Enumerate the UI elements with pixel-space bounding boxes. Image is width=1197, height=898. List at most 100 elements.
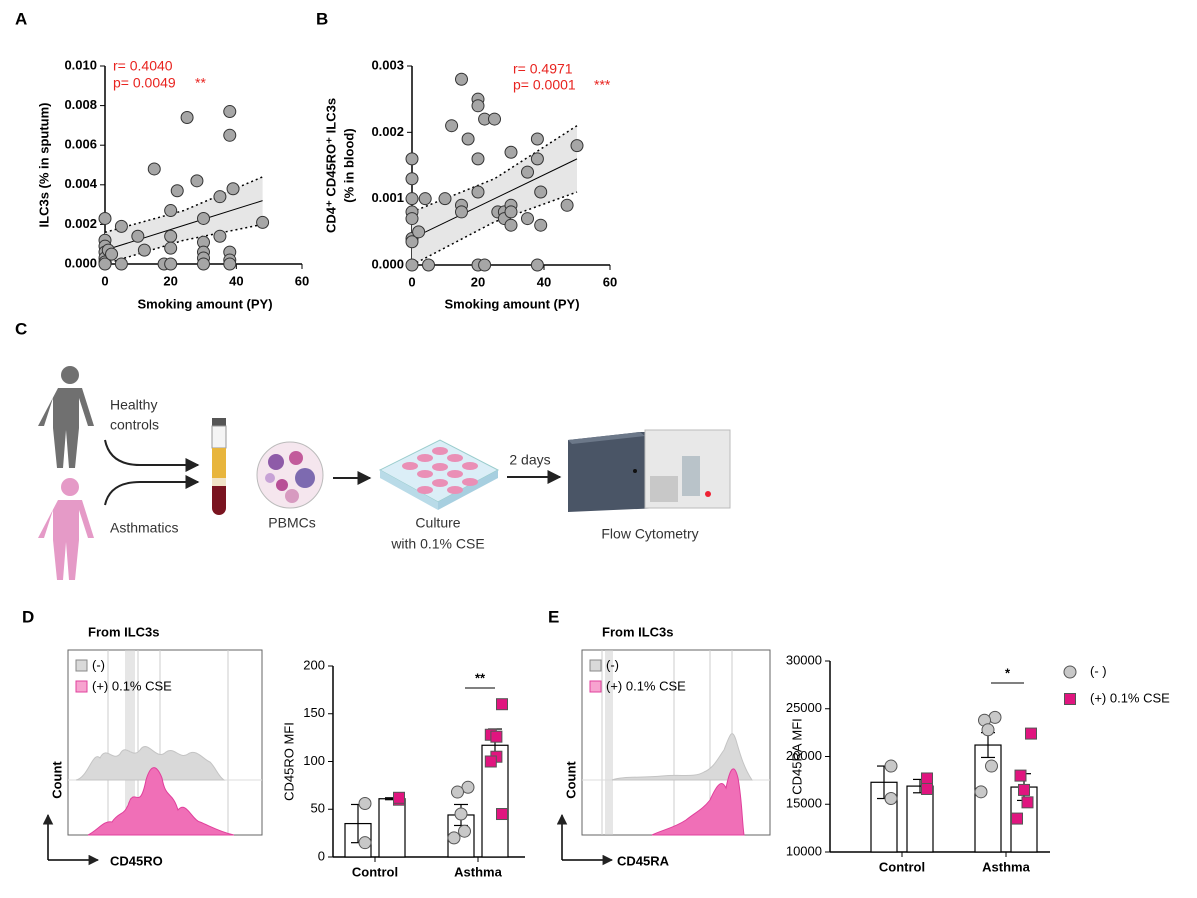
y-tick-label: 0.004 xyxy=(64,176,97,191)
y-tick-label: 0.003 xyxy=(371,57,404,72)
y-axis-label: ILC3s (% in sputum) xyxy=(36,103,51,228)
diagram-label: Culture xyxy=(415,515,460,531)
data-point xyxy=(570,139,584,153)
confidence-band xyxy=(412,125,577,265)
flow-histogram: (-) (+) 0.1% CSE xyxy=(67,649,263,836)
y-tick-label: 30000 xyxy=(786,652,822,667)
data-point xyxy=(1014,769,1027,782)
bar xyxy=(378,798,406,858)
x-tick-label: Control xyxy=(352,864,398,879)
flow-histogram: (-) (+) 0.1% CSE xyxy=(581,649,771,836)
y-tick-label: 0.006 xyxy=(64,137,97,152)
data-point xyxy=(451,785,464,799)
x-tick-label: 20 xyxy=(471,274,485,289)
data-point xyxy=(445,119,459,133)
confidence-line xyxy=(411,191,578,266)
arrow xyxy=(104,439,200,472)
panel-label: E xyxy=(548,607,559,626)
data-point xyxy=(164,204,178,218)
data-point xyxy=(226,182,240,196)
data-point xyxy=(256,215,270,229)
y-axis-label: (% in blood) xyxy=(341,128,356,202)
legend-label: (-) xyxy=(606,657,619,672)
data-point xyxy=(461,132,475,146)
data-point xyxy=(521,212,534,226)
legend-swatch xyxy=(589,659,602,672)
data-point xyxy=(137,243,151,257)
blood-tube xyxy=(211,418,227,515)
data-point xyxy=(405,172,419,186)
regression-line xyxy=(104,200,263,251)
data-point xyxy=(534,185,548,199)
data-point xyxy=(974,785,988,799)
y-tick-label: 0 xyxy=(318,848,325,863)
significance-label: ** xyxy=(475,670,486,685)
y-tick-label: 10000 xyxy=(786,843,822,858)
stat-annotation: r= 0.4971 xyxy=(513,61,573,77)
y-axis-label: CD45RO MFI xyxy=(281,722,296,801)
x-tick-label: 60 xyxy=(603,274,617,289)
data-point xyxy=(180,110,194,124)
y-tick-label: 25000 xyxy=(786,700,822,715)
y-tick-label: 0.000 xyxy=(64,255,97,270)
stat-annotation: p= 0.0049 xyxy=(113,75,176,91)
diagram-label: Asthmatics xyxy=(110,520,178,536)
flow-hist-cse xyxy=(651,768,745,836)
data-point xyxy=(223,257,237,271)
data-point xyxy=(455,205,468,219)
y-axis-label: CD4⁺ CD45RO⁺ ILC3s xyxy=(323,98,338,233)
data-point xyxy=(422,258,435,272)
legend-label: (+) 0.1% CSE xyxy=(92,678,172,693)
x-tick-label: 60 xyxy=(295,273,309,288)
x-tick-label: 20 xyxy=(163,273,177,288)
data-point xyxy=(164,257,178,271)
legend-marker xyxy=(1063,665,1077,679)
data-point xyxy=(447,831,461,845)
y-tick-label: 100 xyxy=(303,753,325,768)
data-point xyxy=(358,797,372,811)
data-point xyxy=(412,225,426,239)
data-point xyxy=(471,185,485,199)
data-point xyxy=(530,152,544,166)
legend-swatch xyxy=(589,680,602,693)
y-tick-label: 0.002 xyxy=(371,124,404,139)
data-point xyxy=(147,162,161,176)
flow-hist-control xyxy=(75,746,226,781)
data-point xyxy=(213,190,227,204)
data-point xyxy=(455,72,468,86)
flow-title: From ILC3s xyxy=(88,624,160,639)
data-point xyxy=(114,257,128,271)
data-point xyxy=(223,105,237,119)
arrow xyxy=(104,475,200,506)
data-point xyxy=(418,192,432,206)
x-tick-label: 0 xyxy=(101,273,108,288)
y-tick-label: 20000 xyxy=(786,748,822,763)
data-point xyxy=(921,772,933,785)
data-point xyxy=(405,192,419,206)
y-tick-label: 0.000 xyxy=(371,256,404,271)
data-point xyxy=(504,205,518,219)
data-point xyxy=(98,211,112,225)
cytometer xyxy=(568,429,731,512)
legend-swatch xyxy=(75,680,88,693)
data-point xyxy=(223,128,237,142)
flow-ylabel: Count xyxy=(49,761,64,799)
flow-hist-control xyxy=(611,733,753,781)
data-point xyxy=(921,782,933,795)
data-point xyxy=(164,229,178,243)
data-point xyxy=(197,211,210,225)
flow-xlabel: CD45RA xyxy=(617,853,670,868)
data-point xyxy=(884,792,898,806)
healthy-figure xyxy=(38,366,94,468)
legend-label: (+) 0.1% CSE xyxy=(606,678,686,693)
flow-ylabel: Count xyxy=(563,761,578,799)
flow-xlabel: CD45RO xyxy=(110,853,163,868)
diagram-label: Flow Cytometry xyxy=(601,526,698,542)
y-tick-label: 0.002 xyxy=(64,216,97,231)
data-point xyxy=(488,112,501,126)
x-axis-label: Smoking amount (PY) xyxy=(444,296,579,311)
data-point xyxy=(405,212,419,226)
legend-label: (-) xyxy=(92,657,105,672)
data-point xyxy=(1021,796,1034,809)
